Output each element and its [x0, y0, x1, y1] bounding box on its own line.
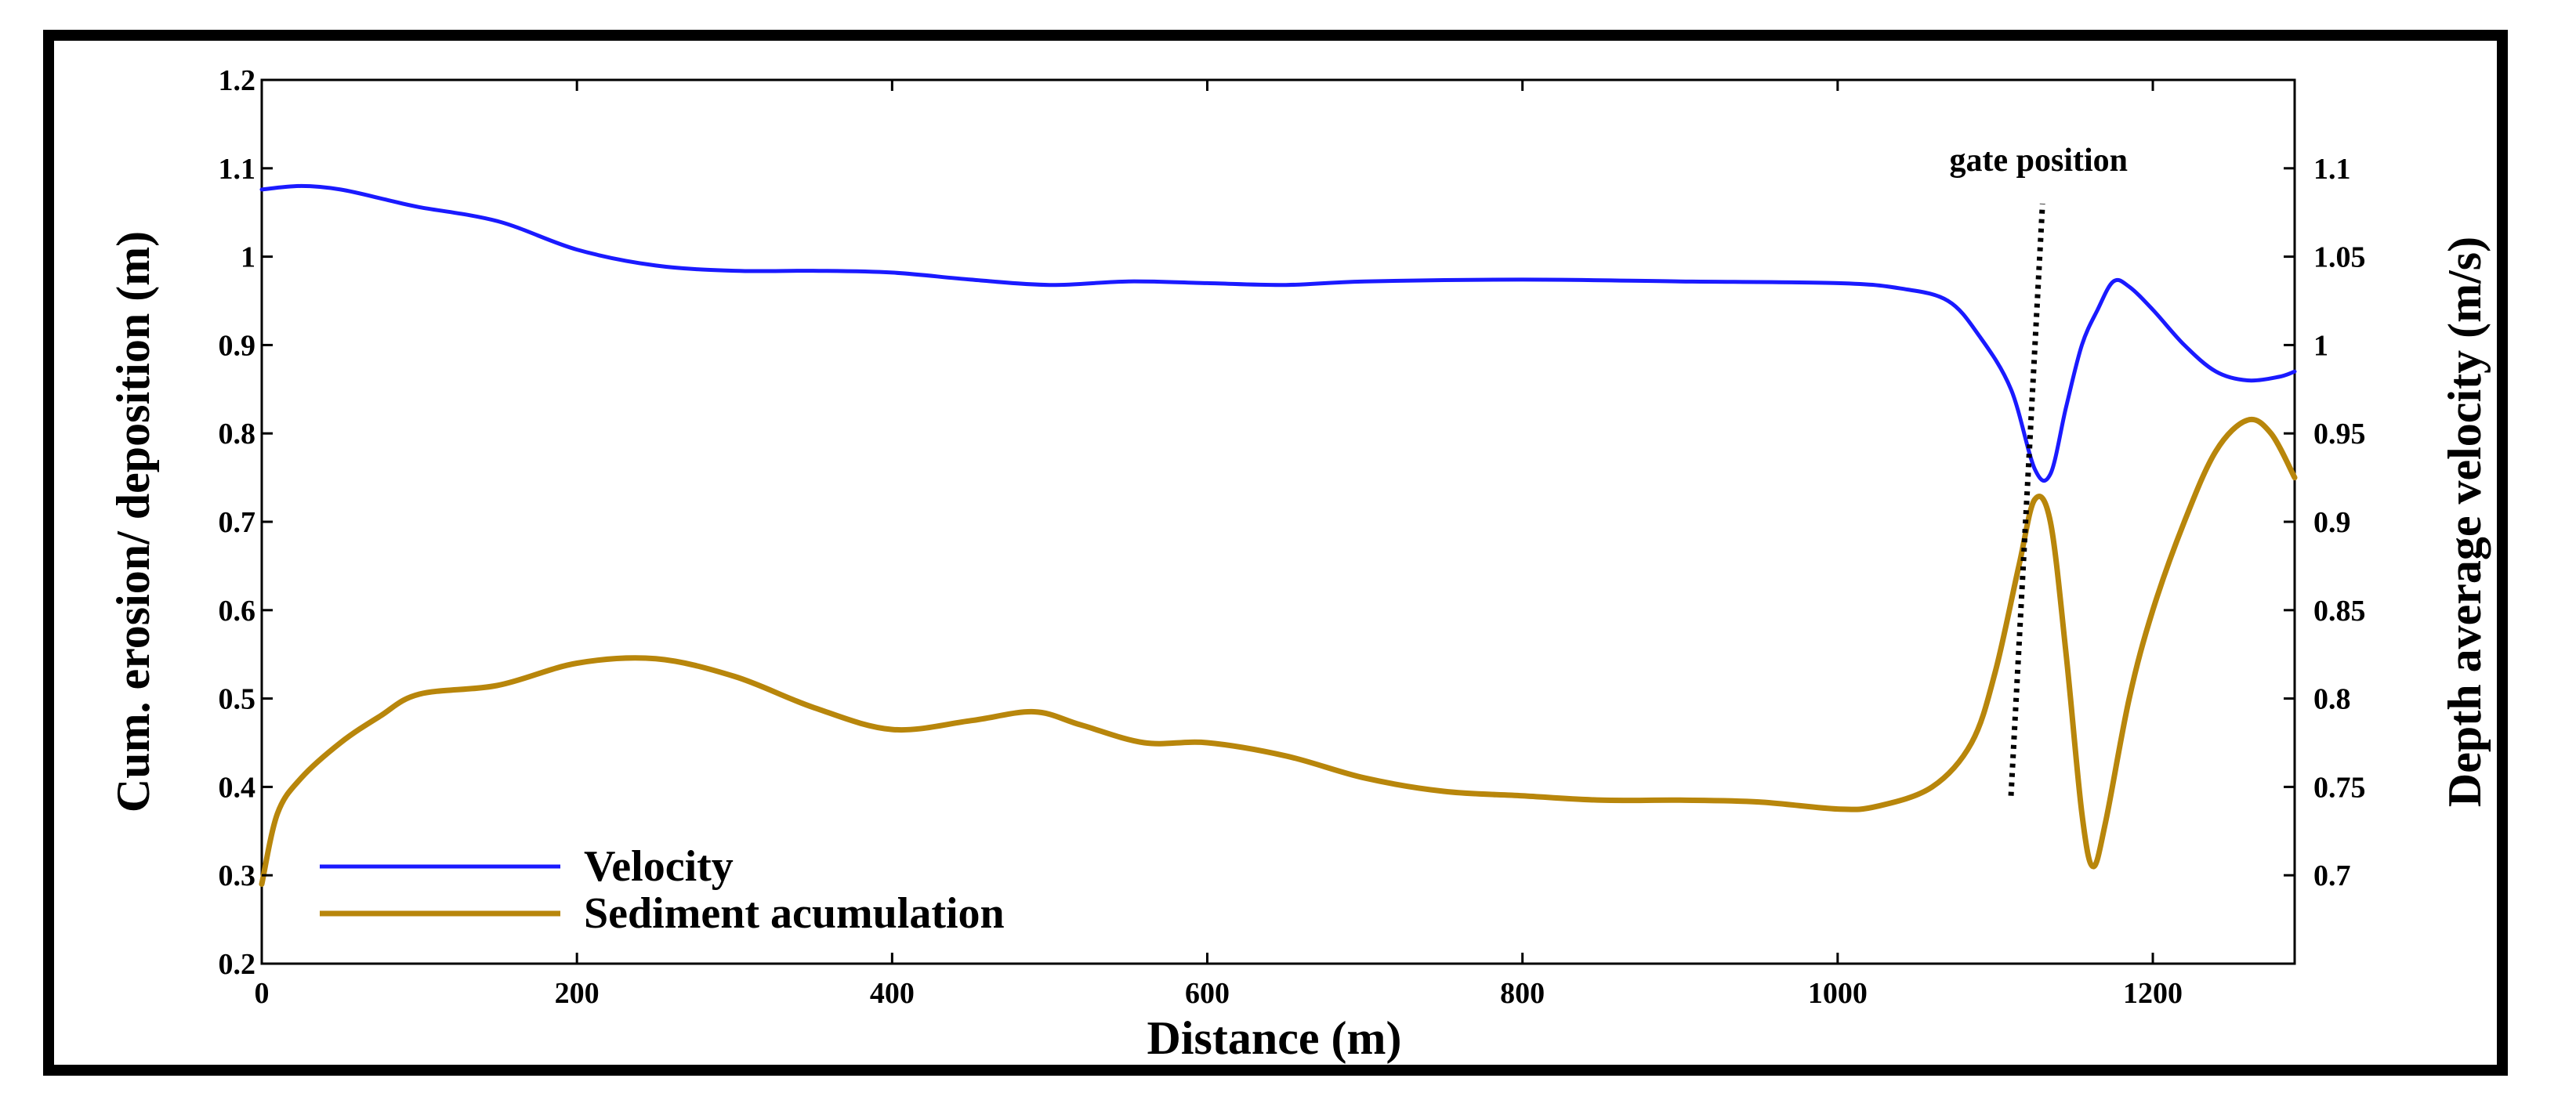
y-left-axis-title: Cum. erosion/ deposition (m) [107, 231, 159, 812]
series-line-velocity [259, 183, 2297, 483]
x-tick-label: 800 [1500, 977, 1545, 1010]
y-right-tick-label: 0.75 [2313, 771, 2366, 804]
y-left-tick-label: 1 [241, 241, 255, 274]
labels-layer: gate position 0 200 400 600 800 1000 1200 0.2 0.3… [107, 64, 2491, 1064]
y-left-tick-label: 1.2 [219, 64, 256, 97]
x-tick-label: 0 [255, 977, 270, 1010]
x-axis-title: Distance (m) [1147, 1012, 1402, 1064]
y-right-tick-label: 0.7 [2313, 859, 2351, 892]
legend-label-velocity: Velocity [584, 842, 734, 891]
ticks-layer [260, 78, 2295, 965]
x-tick-label: 600 [1185, 977, 1230, 1010]
legend-label-sediment-acumulation: Sediment acumulation [584, 889, 1005, 938]
x-tick-label: 1000 [1808, 977, 1868, 1010]
x-tick-label: 1200 [2123, 977, 2183, 1010]
x-tick-label: 200 [555, 977, 600, 1010]
series-layer [259, 183, 2298, 887]
series-line-sediment-acumulation [259, 416, 2298, 887]
y-right-tick-label: 1 [2313, 329, 2328, 362]
y-left-tick-label: 0.7 [219, 506, 256, 539]
y-right-axis-title: Depth average velocity (m/s) [2439, 237, 2491, 807]
y-left-tick-label: 0.3 [219, 859, 256, 892]
y-right-tick-label: 0.85 [2313, 595, 2366, 628]
y-left-tick-label: 0.9 [219, 329, 256, 362]
y-left-tick-label: 1.1 [219, 153, 256, 186]
y-right-tick-label: 0.9 [2313, 506, 2351, 539]
y-right-tick-label: 0.95 [2313, 418, 2366, 450]
gate-position-label: gate position [1950, 143, 2129, 179]
chart-frame [43, 30, 2508, 1076]
plot-box [260, 78, 2296, 965]
y-right-tick-label: 1.1 [2313, 153, 2351, 186]
y-left-tick-label: 0.5 [219, 683, 256, 716]
y-right-tick-label: 1.05 [2313, 241, 2366, 274]
y-right-tick-label: 0.8 [2313, 683, 2351, 716]
y-left-tick-label: 0.2 [219, 948, 256, 981]
plot-layer [260, 78, 2296, 965]
y-left-tick-label: 0.4 [219, 771, 256, 804]
y-left-tick-label: 0.8 [219, 418, 256, 450]
x-tick-label: 400 [870, 977, 915, 1010]
y-left-tick-label: 0.6 [219, 595, 256, 628]
